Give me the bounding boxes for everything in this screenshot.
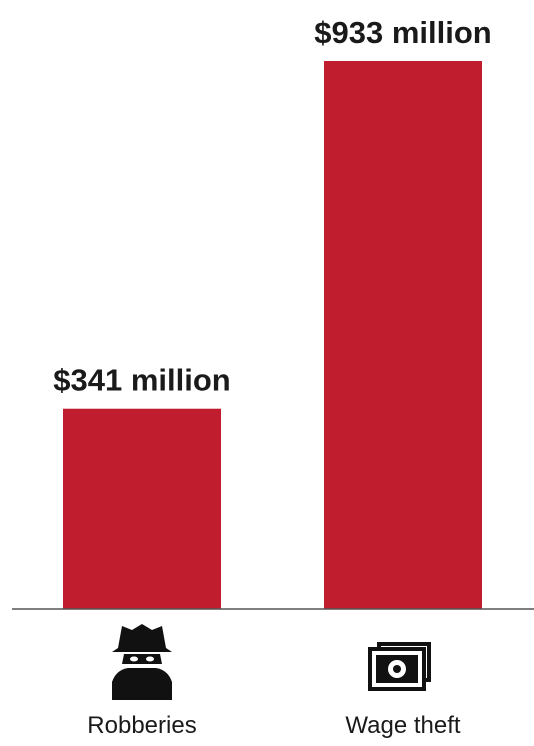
category-label-robberies: Robberies	[87, 712, 196, 739]
bar-robberies	[63, 408, 221, 609]
category-label-wage-theft: Wage theft	[345, 712, 461, 739]
value-label-wage-theft: $933 million	[314, 15, 491, 50]
bars-group	[63, 61, 482, 609]
banknote-stack-icon	[368, 642, 431, 691]
bar-wage-theft	[324, 61, 482, 609]
value-label-robberies: $341 million	[53, 363, 230, 398]
value-labels-group: $341 million $933 million	[53, 15, 491, 398]
burglar-icon	[112, 624, 172, 700]
